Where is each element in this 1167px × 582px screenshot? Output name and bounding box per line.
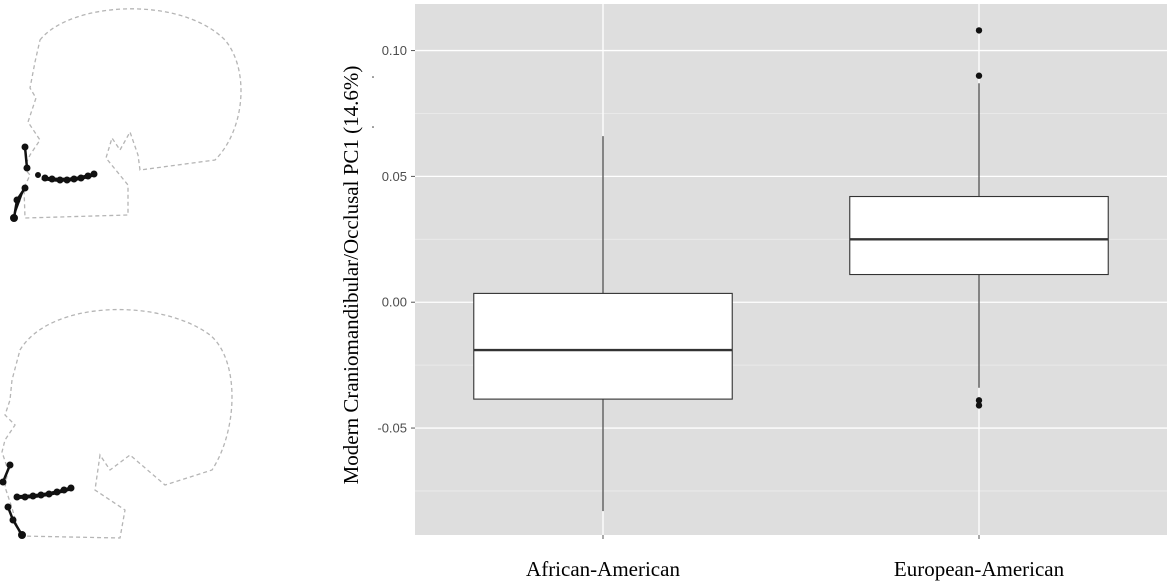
box xyxy=(473,292,733,400)
y-tick-label: -0.05 xyxy=(377,421,407,436)
y-tick-label: 0.00 xyxy=(382,295,407,310)
boxplot-european-american xyxy=(849,27,1109,409)
x-tick-label: European-American xyxy=(894,557,1065,581)
box xyxy=(849,195,1109,276)
lower-skull-diagram xyxy=(0,308,233,539)
y-axis-title: Modern Craniomandibular/Occlusal PC1 (14… xyxy=(339,66,363,485)
y-tick-label: 0.10 xyxy=(382,43,407,58)
outlier-point xyxy=(975,397,983,404)
boxplot-african-american xyxy=(473,136,733,512)
y-axis-ticks: -0.05 0.00 0.05 0.10 xyxy=(377,43,415,436)
boxplots xyxy=(473,27,1109,512)
x-tick-label: African-American xyxy=(526,557,680,581)
upper-landmarks xyxy=(10,143,98,222)
lower-skull-outline xyxy=(1,308,233,539)
outlier-point xyxy=(975,402,983,409)
y-tick-label: 0.05 xyxy=(382,169,407,184)
outlier-point xyxy=(975,27,983,34)
upper-skull-outline xyxy=(23,8,242,219)
stray-mark xyxy=(372,126,374,128)
stray-mark xyxy=(372,76,374,78)
upper-skull-diagram xyxy=(10,8,242,222)
lower-landmarks xyxy=(0,461,75,539)
outlier-point xyxy=(975,72,983,79)
x-axis-ticks: African-American European-American xyxy=(526,535,1065,581)
